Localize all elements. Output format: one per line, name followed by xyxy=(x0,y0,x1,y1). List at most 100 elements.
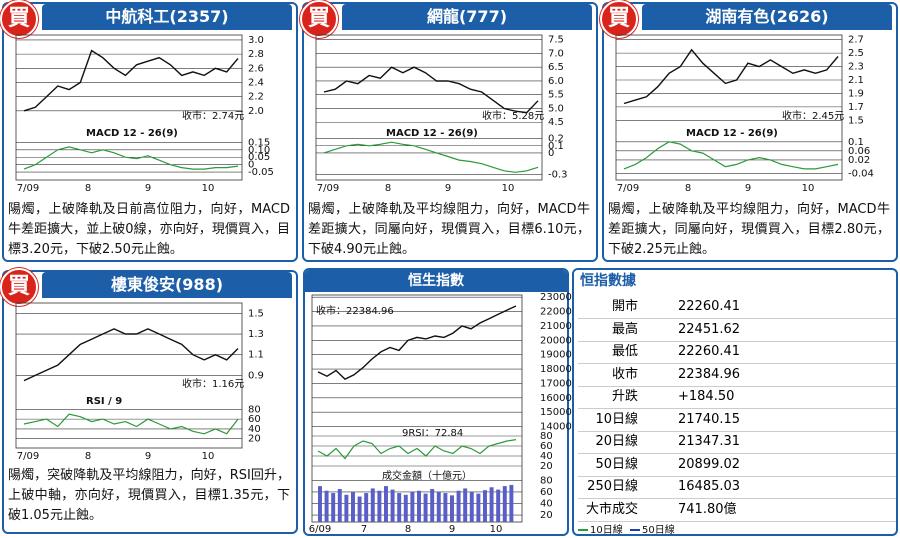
x-tick-label: 7 xyxy=(361,524,367,535)
x-tick-label: 8 xyxy=(405,524,411,535)
tick-label: 0.06 xyxy=(848,146,870,157)
tick-label: 1.3 xyxy=(248,329,264,340)
tick-label: 1.1 xyxy=(248,350,264,361)
row-label: 收市 xyxy=(611,366,638,382)
panel-title: 湖南有色(2626) xyxy=(642,4,892,30)
close-label: 收市：22384.96 xyxy=(316,304,394,317)
turnover-bar xyxy=(430,489,435,522)
tick-label: 1.5 xyxy=(848,115,864,126)
tick-label: 0.1 xyxy=(548,141,564,152)
table-row: 20日線 21347.31 xyxy=(578,431,896,454)
turnover-bar xyxy=(384,486,388,522)
x-tick-label: 10 xyxy=(502,183,515,194)
analysis-text: 陽燭，上破降軌及平均線阻力，向好，MACD牛差距擴大，同屬向好，現價買入，目標2… xyxy=(608,202,890,257)
analysis-text: 陽燭，上破降軌及平均線阻力，向好，MACD牛差距擴大，同屬向好，現價買入，目標6… xyxy=(308,202,590,257)
indicator-label: MACD 12 - 26(9) xyxy=(686,128,778,139)
row-label: 最高 xyxy=(611,321,638,337)
turnover-bar xyxy=(390,489,395,522)
tick-label: 40 xyxy=(540,498,553,509)
turnover-bar xyxy=(417,490,421,522)
tick-label: 6.0 xyxy=(548,76,564,87)
tick-label: 2.4 xyxy=(248,77,264,88)
x-tick-label: 8 xyxy=(385,183,391,194)
row-value: 741.80億 xyxy=(678,501,737,517)
table-row: 最低 22260.41 xyxy=(578,341,896,364)
buy-badge: 買 xyxy=(0,0,38,38)
chart-frame xyxy=(615,34,843,181)
turnover-bar xyxy=(344,494,349,522)
tick-label: 0 xyxy=(548,148,554,159)
tick-label: 2.1 xyxy=(848,75,864,86)
panel-title: 網龍(777) xyxy=(342,4,592,30)
tick-label: 1.5 xyxy=(248,308,264,319)
turnover-bar xyxy=(410,491,415,522)
x-tick-label: 9 xyxy=(745,183,751,194)
close-label: 收市：2.45元 xyxy=(782,109,844,122)
price-line xyxy=(623,48,839,105)
turnover-bar xyxy=(318,486,322,522)
row-label: 50日線 xyxy=(595,456,638,472)
tick-label: 21000 xyxy=(540,321,572,332)
stock-panel xyxy=(2,2,298,262)
x-tick-label: 7/09 xyxy=(17,451,39,462)
legend-label: 50日線 xyxy=(642,523,675,536)
tick-label: 0.05 xyxy=(248,152,270,163)
tick-label: 0.9 xyxy=(248,370,264,381)
tick-label: 0.10 xyxy=(248,145,270,156)
turnover-label: 成交金額（十億元） xyxy=(382,469,472,482)
turnover-bar xyxy=(370,488,375,522)
tick-label: -0.04 xyxy=(848,168,874,179)
tick-label: 16000 xyxy=(540,393,572,404)
x-tick-label: 10 xyxy=(490,524,503,535)
x-tick-label: 8 xyxy=(685,183,691,194)
stock-panel xyxy=(302,2,598,262)
x-tick-label: 8 xyxy=(85,451,91,462)
x-tick-label: 6/09 xyxy=(309,524,331,535)
turnover-bar xyxy=(476,493,481,522)
tick-label: 60 xyxy=(540,441,553,452)
tick-label: 80 xyxy=(248,404,261,415)
x-tick-label: 9 xyxy=(445,183,451,194)
row-label: 開市 xyxy=(611,299,638,314)
turnover-bar xyxy=(463,488,468,522)
table-row: 10日線 21740.15 xyxy=(578,409,896,432)
turnover-bar xyxy=(337,489,342,522)
indicator-line xyxy=(23,413,239,435)
buy-badge: 買 xyxy=(600,0,638,38)
turnover-bar xyxy=(423,493,428,522)
table-row: 收市 22384.96 xyxy=(578,364,896,387)
tick-label: 2.6 xyxy=(248,63,264,74)
x-tick-label: 10 xyxy=(202,451,215,462)
price-line xyxy=(23,49,239,112)
tick-label: 1.7 xyxy=(848,102,864,113)
stock-panel xyxy=(602,2,898,262)
row-label: 最低 xyxy=(611,344,638,359)
tick-label: -0.3 xyxy=(548,169,568,180)
row-value: 20899.02 xyxy=(678,456,741,472)
x-tick-label: 10 xyxy=(802,183,815,194)
turnover-bar xyxy=(403,494,408,522)
tick-label: 20 xyxy=(540,461,553,472)
table-row: 最高 22451.62 xyxy=(578,319,896,342)
turnover-bar xyxy=(324,490,329,522)
tick-label: 19000 xyxy=(540,350,572,361)
row-label: 250日線 xyxy=(587,479,638,494)
tick-label: 23000 xyxy=(540,292,572,303)
table-row: 大市成交 741.80億 xyxy=(578,499,896,522)
tick-label: 15000 xyxy=(540,407,572,418)
buy-badge: 買 xyxy=(300,0,338,38)
turnover-bar xyxy=(357,496,362,522)
turnover-bar xyxy=(377,490,382,522)
tick-label: 18000 xyxy=(540,364,572,375)
turnover-bar xyxy=(450,495,454,522)
tick-label: 5.5 xyxy=(548,90,564,101)
table-row: 50日線 20899.02 xyxy=(578,454,896,477)
turnover-bar xyxy=(331,493,336,522)
x-tick-label: 7/09 xyxy=(317,183,339,194)
turnover-bar xyxy=(502,486,507,522)
turnover-bar xyxy=(351,491,355,522)
buy-badge: 買 xyxy=(0,268,38,306)
tick-label: 0.2 xyxy=(548,134,564,145)
tick-label: 60 xyxy=(540,487,553,498)
